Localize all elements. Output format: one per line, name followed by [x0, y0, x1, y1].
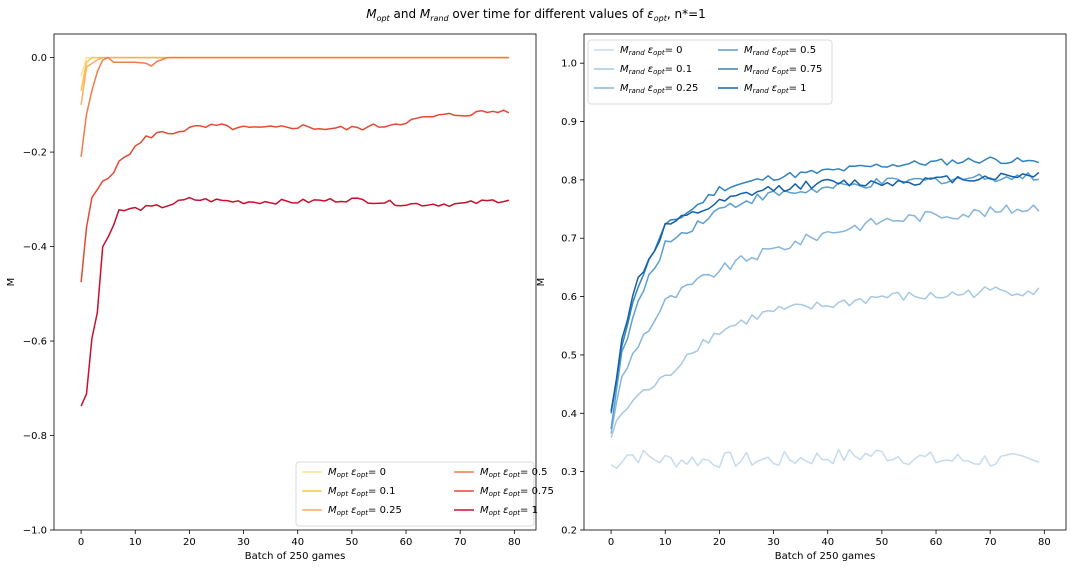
- series-line-2: [610, 204, 1040, 434]
- legend-item-5-label: Mopt εopt= 1: [480, 505, 538, 517]
- y-tick-label: −0.2: [23, 148, 47, 159]
- x-tick-label: 0: [78, 537, 84, 548]
- x-tick-label: 70: [984, 537, 997, 548]
- legend-item-2-label: Mopt εopt= 0.25: [328, 505, 402, 517]
- left-chart: 0 10 20 30 40 50 60 70 80 −1.0 −0.8 −0.6 −0.4 −0.2 0.0…: [6, 33, 554, 562]
- y-axis-label: M: [536, 278, 547, 287]
- x-tick-label: 70: [454, 537, 467, 548]
- x-tick-label: 30: [237, 537, 250, 548]
- x-tick-label: 50: [345, 537, 358, 548]
- axes-frame: [53, 33, 537, 531]
- x-axis-label: Batch of 250 games: [775, 551, 876, 562]
- right-chart: 0 10 20 30 40 50 60 70 80 0.2 0.3 0.4 0.5 0.6 0.7 0.8 0.…: [536, 33, 1067, 562]
- y-tick-label: 0.9: [561, 117, 577, 128]
- legend-item-0-label: Mrand εopt= 0: [620, 45, 683, 57]
- series-line-5: [610, 171, 1040, 412]
- y-tick-label: 0.6: [561, 292, 577, 303]
- x-tick-label: 40: [291, 537, 304, 548]
- x-tick-label: 60: [930, 537, 943, 548]
- legend-item-3-label: Mopt εopt= 0.5: [480, 467, 547, 479]
- x-tick-label: 10: [659, 537, 672, 548]
- legend-box: [295, 461, 535, 527]
- series-line-3: [610, 172, 1039, 430]
- figure-title: Mopt and Mrand over time for different v…: [366, 7, 706, 23]
- legend-box: [587, 39, 833, 105]
- axes-frame: [583, 33, 1067, 531]
- y-tick-label: 1.0: [561, 59, 577, 70]
- y-tick-label: 0.8: [561, 175, 577, 186]
- y-tick-label: 0.4: [561, 409, 577, 420]
- series-line-0: [80, 56, 509, 77]
- legend-item-3-label: Mrand εopt= 0.5: [744, 45, 816, 57]
- y-tick-label: −0.8: [23, 431, 47, 442]
- x-tick-label: 80: [508, 537, 521, 548]
- x-tick-label: 40: [821, 537, 834, 548]
- legend-item-1-label: Mopt εopt= 0.1: [328, 486, 395, 498]
- x-tick-label: 30: [767, 537, 780, 548]
- x-tick-label: 60: [400, 537, 413, 548]
- x-tick-label: 0: [608, 537, 614, 548]
- legend-item-5-label: Mrand εopt= 1: [744, 83, 807, 95]
- legend: Mopt εopt= 0 Mopt εopt= 0.1 Mopt εopt= 0.25 Mo…: [295, 461, 554, 527]
- y-axis-label: M: [6, 278, 17, 287]
- legend-item-0-label: Mopt εopt= 0: [328, 467, 386, 479]
- y-tick-label: 0.2: [561, 526, 577, 537]
- x-tick-label: 50: [875, 537, 888, 548]
- y-tick-label: −0.4: [23, 242, 47, 253]
- legend-item-4-label: Mopt εopt= 0.75: [480, 486, 554, 498]
- legend-item-1-label: Mrand εopt= 0.1: [620, 64, 692, 76]
- legend: Mrand εopt= 0 Mrand εopt= 0.1 Mrand εopt= 0.2…: [587, 39, 833, 105]
- series-line-4: [610, 156, 1040, 414]
- y-tick-label: 0.0: [31, 53, 47, 64]
- x-tick-label: 20: [183, 537, 196, 548]
- series-line-5: [80, 196, 510, 407]
- legend-item-2-label: Mrand εopt= 0.25: [620, 83, 698, 95]
- series-line-4: [80, 109, 510, 283]
- y-tick-label: −0.6: [23, 337, 47, 348]
- y-tick-label: 0.5: [561, 350, 577, 361]
- x-tick-label: 80: [1038, 537, 1051, 548]
- series-line-2: [80, 56, 509, 106]
- x-tick-label: 20: [713, 537, 726, 548]
- x-tick-label: 10: [129, 537, 142, 548]
- series-line-3: [80, 56, 509, 157]
- series-line-1: [610, 286, 1040, 438]
- legend-item-4-label: Mrand εopt= 0.75: [744, 64, 822, 76]
- y-tick-label: −1.0: [23, 526, 47, 537]
- y-tick-label: 0.3: [561, 467, 577, 478]
- series-line-0: [610, 448, 1040, 469]
- y-tick-label: 0.7: [561, 234, 577, 245]
- x-axis-label: Batch of 250 games: [245, 551, 346, 562]
